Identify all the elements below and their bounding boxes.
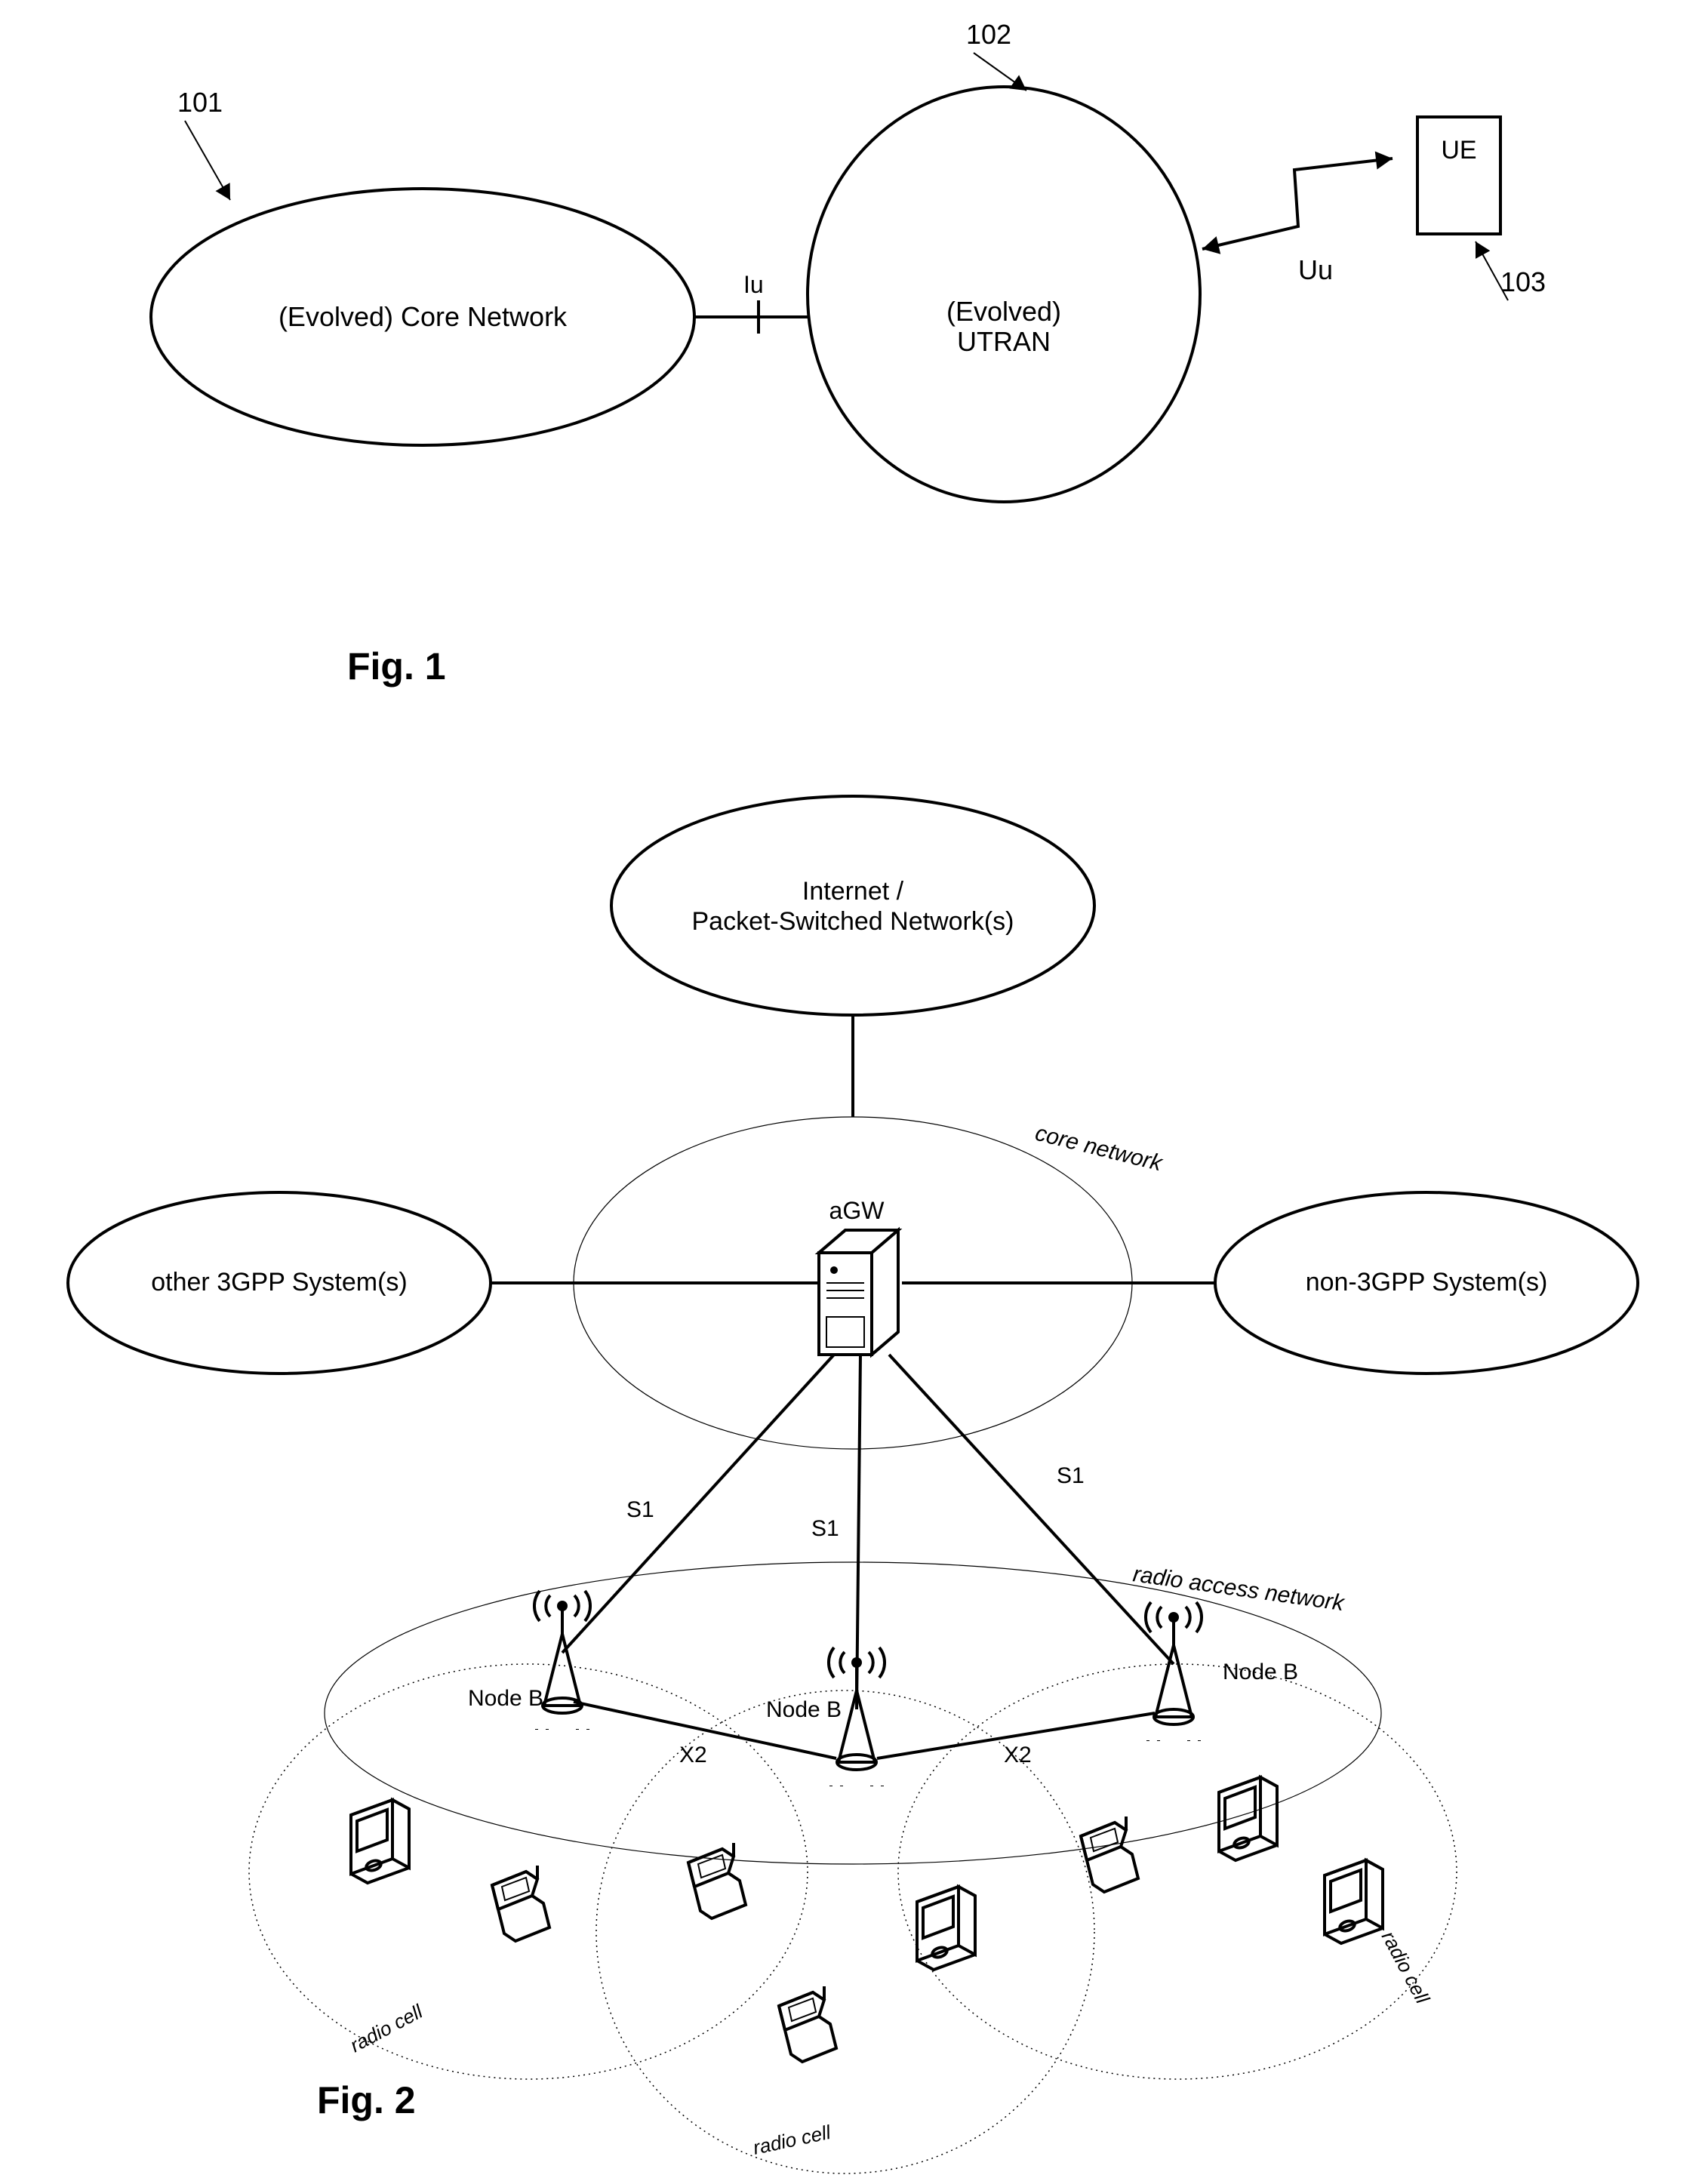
iu-label: Iu: [743, 271, 764, 298]
radio-cell-label: radio cell: [1377, 1927, 1435, 2008]
fig2-caption: Fig. 2: [317, 2079, 416, 2121]
x2-label: X2: [1004, 1743, 1032, 1767]
flip-phone-icon: [1081, 1817, 1138, 1892]
pda-icon: [1325, 1860, 1383, 1943]
ran-region-label: radio access network: [1131, 1561, 1347, 1616]
agw-server-icon: [819, 1230, 898, 1355]
s1-link: [889, 1355, 1174, 1664]
figure-2: Internet /Packet-Switched Network(s) othe…: [68, 796, 1638, 2173]
pda-icon: [351, 1800, 409, 1883]
core-network-label: (Evolved) Core Network: [279, 301, 568, 332]
utran-label-1: (Evolved): [946, 296, 1061, 327]
flip-phone-icon: [779, 1986, 836, 2062]
nodeb-label: Node B: [766, 1697, 842, 1722]
s1-link: [857, 1355, 860, 1709]
flip-phone-icon: [688, 1843, 746, 1918]
svg-text:103: 103: [1500, 266, 1546, 297]
fig1-caption: Fig. 1: [347, 645, 446, 688]
s1-label: S1: [1057, 1463, 1085, 1488]
pda-icon: [1219, 1777, 1277, 1860]
agw-label: aGW: [829, 1197, 885, 1224]
radio-cell-label: radio cell: [346, 1999, 427, 2056]
nodeb-label: Node B: [468, 1686, 543, 1711]
figure-1: (Evolved) Core Network 101 (Evolved)UTRAN 1…: [151, 19, 1546, 688]
radio-cell-label: radio cell: [751, 2121, 833, 2159]
radio-cell: [898, 1664, 1457, 2079]
non-3gpp-label: non-3GPP System(s): [1306, 1268, 1548, 1297]
x2-label: X2: [679, 1743, 707, 1767]
s1-label: S1: [626, 1497, 654, 1522]
nodeb-icon: [1146, 1602, 1202, 1741]
s1-label: S1: [811, 1516, 839, 1541]
core-network-region-label: core network: [1032, 1121, 1166, 1177]
uu-link: [1202, 158, 1393, 249]
utran-label-2: UTRAN: [957, 326, 1051, 357]
ue-box: [1417, 117, 1500, 234]
utran-ellipse: [808, 87, 1200, 502]
ran-region: [325, 1562, 1381, 1864]
pda-icon: [917, 1887, 975, 1970]
s1-link: [562, 1355, 834, 1653]
uu-label: Uu: [1298, 254, 1333, 285]
internet-label-1: Internet /: [802, 877, 904, 906]
svg-text:102: 102: [966, 19, 1011, 50]
flip-phone-icon: [492, 1866, 549, 1941]
ue-label: UE: [1441, 136, 1476, 165]
other-3gpp-label: other 3GPP System(s): [151, 1268, 408, 1297]
internet-label-2: Packet-Switched Network(s): [691, 907, 1014, 936]
svg-text:101: 101: [177, 87, 223, 118]
internet-ellipse: [611, 796, 1094, 1015]
